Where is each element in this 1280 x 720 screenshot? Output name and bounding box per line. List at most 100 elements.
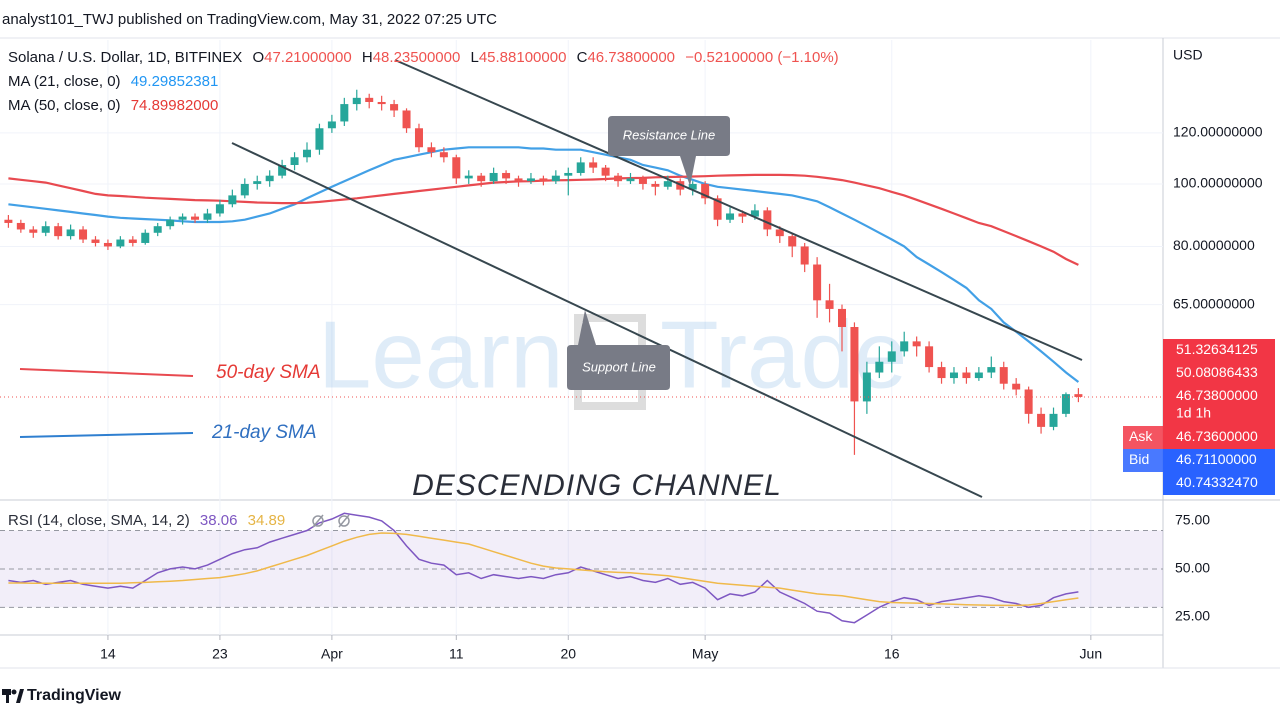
logo-part: [11, 689, 17, 695]
candle-body: [79, 229, 88, 240]
candle-body: [1037, 413, 1046, 427]
icon: [312, 514, 324, 528]
candle-body: [352, 97, 361, 105]
candle-body: [738, 213, 747, 217]
candle-body: [788, 236, 797, 247]
currency-label: USD: [1173, 47, 1203, 63]
side-box: [1123, 426, 1163, 449]
rsi-line: [8, 512, 1079, 624]
candle-body: [477, 175, 486, 182]
candle-body: [601, 167, 610, 176]
channel-label: DESCENDING CHANNEL: [412, 469, 782, 502]
price-tag-label: 46.73800000: [1176, 387, 1258, 403]
candle-body: [514, 178, 523, 182]
legend-name: MA (21, close, 0): [8, 73, 121, 90]
logo-part: [6, 689, 9, 703]
ma-line: [8, 146, 1080, 383]
callout-box: [567, 310, 670, 390]
candle-body: [327, 121, 336, 129]
rsi-title: RSI (14, close, SMA, 14, 2): [8, 512, 190, 529]
candle-body: [551, 175, 560, 182]
price-tags: 51.32634125 50.08086433 46.73800000 1d 1h 46…: [1123, 339, 1275, 495]
x-tick-label: May: [692, 646, 718, 662]
y-tick-label: 80.00000000: [1173, 237, 1255, 253]
candle-body: [576, 162, 585, 173]
footer-logo: TradingView: [2, 687, 122, 704]
candle-body: [427, 147, 436, 153]
rsi-tick-label: 25.00: [1175, 608, 1210, 624]
rsi-sma-value: 34.89: [248, 512, 286, 529]
candle-body: [900, 341, 909, 352]
price-tag-label: 50.08086433: [1176, 364, 1258, 380]
candle-body: [489, 172, 498, 182]
price-tag: [1163, 449, 1275, 472]
price-tag-label: 40.74332470: [1176, 474, 1258, 490]
rsi-tick-label: 50.00: [1175, 560, 1210, 576]
resistance-trendline: [394, 59, 1083, 361]
side-box: [1123, 449, 1163, 472]
grid: [0, 40, 1163, 635]
callout-text: Resistance Line: [623, 127, 716, 142]
icon: [338, 515, 350, 527]
candle-body: [937, 367, 946, 379]
support-trendline: [231, 142, 983, 498]
support-callout: Support Line: [567, 310, 670, 390]
price-tag: [1163, 426, 1275, 449]
candle-body: [439, 152, 448, 158]
change: −0.52100000 (−1.10%): [685, 49, 838, 66]
rsi-tick-label: 75.00: [1175, 512, 1210, 528]
candle-body: [887, 351, 896, 362]
price-tag: [1163, 472, 1275, 495]
candle-body: [850, 327, 859, 402]
x-tick-label: Apr: [321, 646, 343, 662]
candle-body: [315, 128, 324, 150]
candle-body: [912, 341, 921, 347]
rsi-line: [8, 532, 1079, 607]
axes: 120.00000000 100.00000000 80.00000000 65.00…: [100, 124, 1263, 662]
legend-value: 74.89982000: [131, 97, 219, 114]
ohlc-value: 47.21000000: [264, 49, 352, 66]
icon: [312, 515, 324, 527]
price-tag-label: 51.32634125: [1176, 341, 1258, 357]
candle-body: [875, 361, 884, 373]
candle-body: [800, 246, 809, 265]
candle-body: [1049, 413, 1058, 427]
candle-body: [614, 175, 623, 182]
ohlc-key: H: [362, 49, 373, 66]
candle-body: [54, 226, 63, 237]
candle-body: [16, 222, 25, 230]
candle-body: [688, 183, 697, 190]
candle-body: [974, 372, 983, 379]
candle-body: [128, 239, 137, 243]
watermark-text: Learn: [318, 301, 564, 408]
x-tick-label: Jun: [1080, 646, 1103, 662]
candle-body: [949, 372, 958, 379]
candle-body: [116, 239, 125, 247]
candle-body: [838, 308, 847, 328]
logo-part: [16, 689, 24, 703]
candle-body: [365, 97, 374, 102]
rsi-legend: RSI (14, close, SMA, 14, 2) 38.06 34.89: [8, 512, 285, 529]
candle-body: [402, 110, 411, 129]
candle-body: [390, 104, 399, 111]
ohlc-value: 46.73800000: [587, 49, 675, 66]
candle-body: [29, 229, 38, 233]
legend-value: 49.29852381: [131, 73, 219, 90]
price-tag: [1163, 362, 1275, 385]
candle-body: [103, 242, 112, 247]
candle-body: [178, 216, 187, 220]
ohlc-value: 48.23500000: [373, 49, 461, 66]
rsi-value: 38.06: [200, 512, 238, 529]
candle-body: [414, 128, 423, 148]
candle-body: [91, 239, 100, 243]
candle-body: [303, 149, 312, 158]
candle-body: [962, 372, 971, 379]
side-label: Bid: [1129, 451, 1149, 467]
candle-body: [1012, 383, 1021, 390]
sma50-label: 50-day SMA: [216, 362, 321, 383]
candle-body: [626, 178, 635, 182]
candle-body: [925, 346, 934, 368]
candle-body: [1074, 394, 1083, 397]
